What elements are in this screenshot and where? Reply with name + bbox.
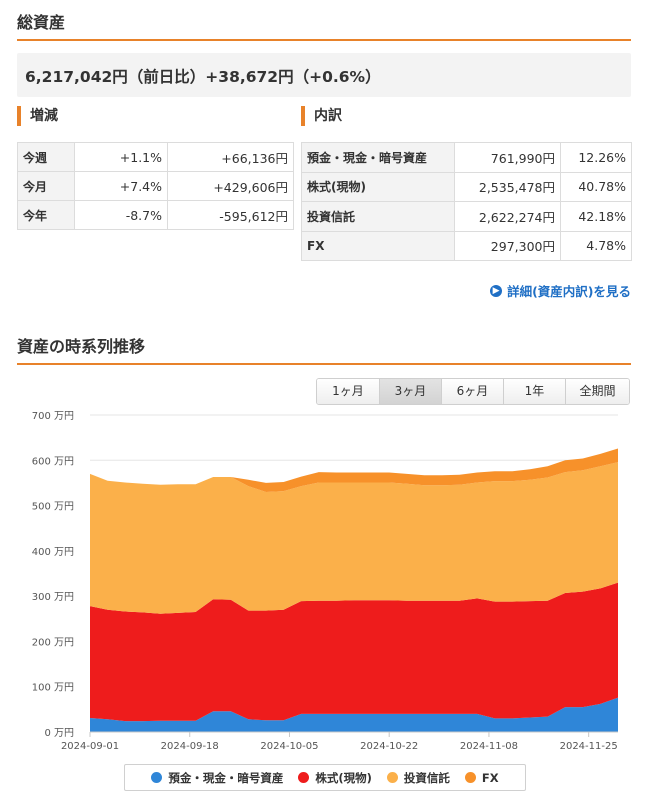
x-tick-label: 2024-10-22 (360, 741, 418, 752)
x-tick-label: 2024-11-08 (460, 741, 518, 752)
range-button-3m[interactable]: 3ヶ月 (380, 379, 442, 404)
change-heading: 増減 (17, 106, 58, 126)
total-assets-title: 総資産 (17, 9, 631, 41)
legend-item-fx[interactable]: FX (464, 770, 499, 785)
legend-item-funds[interactable]: 投資信託 (386, 770, 450, 786)
breakdown-table: 預金・現金・暗号資産 761,990円 12.26% 株式(現物) 2,535,… (301, 142, 632, 261)
change-period-label: 今週 (17, 142, 75, 172)
legend-swatch (464, 772, 476, 783)
asset-amount: 297,300円 (454, 230, 561, 261)
x-tick-label: 2024-09-18 (161, 741, 219, 752)
day-change-prefix: （前日比） (127, 68, 206, 86)
asset-amount: 2,622,274円 (454, 201, 561, 232)
change-amount: -595,612円 (167, 200, 294, 230)
asset-class-label: 株式(現物) (301, 171, 455, 202)
table-row: FX 297,300円 4.78% (301, 230, 632, 261)
asset-pct: 12.26% (560, 142, 632, 173)
legend-label: 株式(現物) (315, 770, 372, 785)
circle-arrow-right-icon: ▶ (490, 284, 503, 297)
change-amount: +66,136円 (167, 142, 294, 172)
y-tick-label: 500 万円 (32, 502, 74, 513)
asset-pct: 4.78% (560, 230, 632, 261)
chart-legend: 預金・現金・暗号資産 株式(現物) 投資信託 FX (124, 764, 526, 791)
table-row: 今週 +1.1% +66,136円 (17, 142, 294, 172)
y-tick-label: 400 万円 (32, 547, 74, 558)
y-tick-label: 0 万円 (44, 728, 74, 739)
table-row: 投資信託 2,622,274円 42.18% (301, 201, 632, 232)
detail-breakdown-link[interactable]: ▶ 詳細(資産内訳)を見る (490, 281, 631, 300)
y-tick-label: 700 万円 (32, 411, 74, 422)
asset-trend-chart: 0 万円 100 万円 200 万円 300 万円 400 万円 500 万円 600 万円… (32, 411, 618, 752)
x-tick-label: 2024-09-01 (61, 741, 119, 752)
area-series (90, 448, 618, 492)
legend-swatch (298, 772, 310, 783)
table-row: 預金・現金・暗号資産 761,990円 12.26% (301, 142, 632, 173)
area-series (90, 697, 618, 732)
change-pct: +7.4% (74, 171, 168, 201)
asset-amount: 761,990円 (454, 142, 561, 173)
day-change-pct: （+0.6%） (293, 68, 381, 86)
legend-label: FX (481, 770, 499, 785)
y-tick-label: 300 万円 (32, 592, 74, 603)
range-button-all[interactable]: 全期間 (566, 379, 629, 404)
area-series (90, 582, 618, 722)
change-period-label: 今年 (17, 200, 75, 230)
table-row: 株式(現物) 2,535,478円 40.78% (301, 171, 632, 202)
legend-label: 預金・現金・暗号資産 (168, 770, 284, 785)
asset-trend-title: 資産の時系列推移 (17, 333, 631, 365)
legend-label: 投資信託 (403, 770, 450, 785)
asset-pct: 42.18% (560, 201, 632, 232)
legend-item-stocks[interactable]: 株式(現物) (298, 770, 372, 786)
asset-amount: 2,535,478円 (454, 171, 561, 202)
x-tick-label: 2024-11-25 (560, 741, 618, 752)
legend-swatch (386, 772, 398, 783)
total-amount: 6,217,042円 (25, 68, 128, 86)
table-row: 今月 +7.4% +429,606円 (17, 171, 294, 201)
change-table: 今週 +1.1% +66,136円 今月 +7.4% +429,606円 今年 … (17, 142, 294, 230)
asset-class-label: FX (301, 230, 455, 261)
y-tick-label: 100 万円 (32, 683, 74, 694)
asset-class-label: 預金・現金・暗号資産 (301, 142, 455, 173)
change-amount: +429,606円 (167, 171, 294, 201)
change-period-label: 今月 (17, 171, 75, 201)
legend-swatch (151, 772, 163, 783)
day-change-amount: +38,672円 (205, 68, 294, 86)
asset-pct: 40.78% (560, 171, 632, 202)
range-button-6m[interactable]: 6ヶ月 (442, 379, 504, 404)
range-button-1y[interactable]: 1年 (504, 379, 566, 404)
y-tick-label: 600 万円 (32, 456, 74, 467)
x-tick-label: 2024-10-05 (260, 741, 318, 752)
legend-item-cash[interactable]: 預金・現金・暗号資産 (151, 770, 283, 786)
change-pct: +1.1% (74, 142, 168, 172)
total-assets-summary: 6,217,042円（前日比）+38,672円（+0.6%） (17, 53, 631, 97)
range-button-1m[interactable]: 1ヶ月 (317, 379, 380, 404)
asset-class-label: 投資信託 (301, 201, 455, 232)
table-row: 今年 -8.7% -595,612円 (17, 200, 294, 230)
area-series (90, 462, 618, 614)
detail-link-label: 詳細(資産内訳)を見る (507, 284, 631, 299)
range-selector: 1ヶ月 3ヶ月 6ヶ月 1年 全期間 (316, 378, 630, 405)
change-pct: -8.7% (74, 200, 168, 230)
y-tick-label: 200 万円 (32, 637, 74, 648)
breakdown-heading: 内訳 (301, 106, 342, 126)
